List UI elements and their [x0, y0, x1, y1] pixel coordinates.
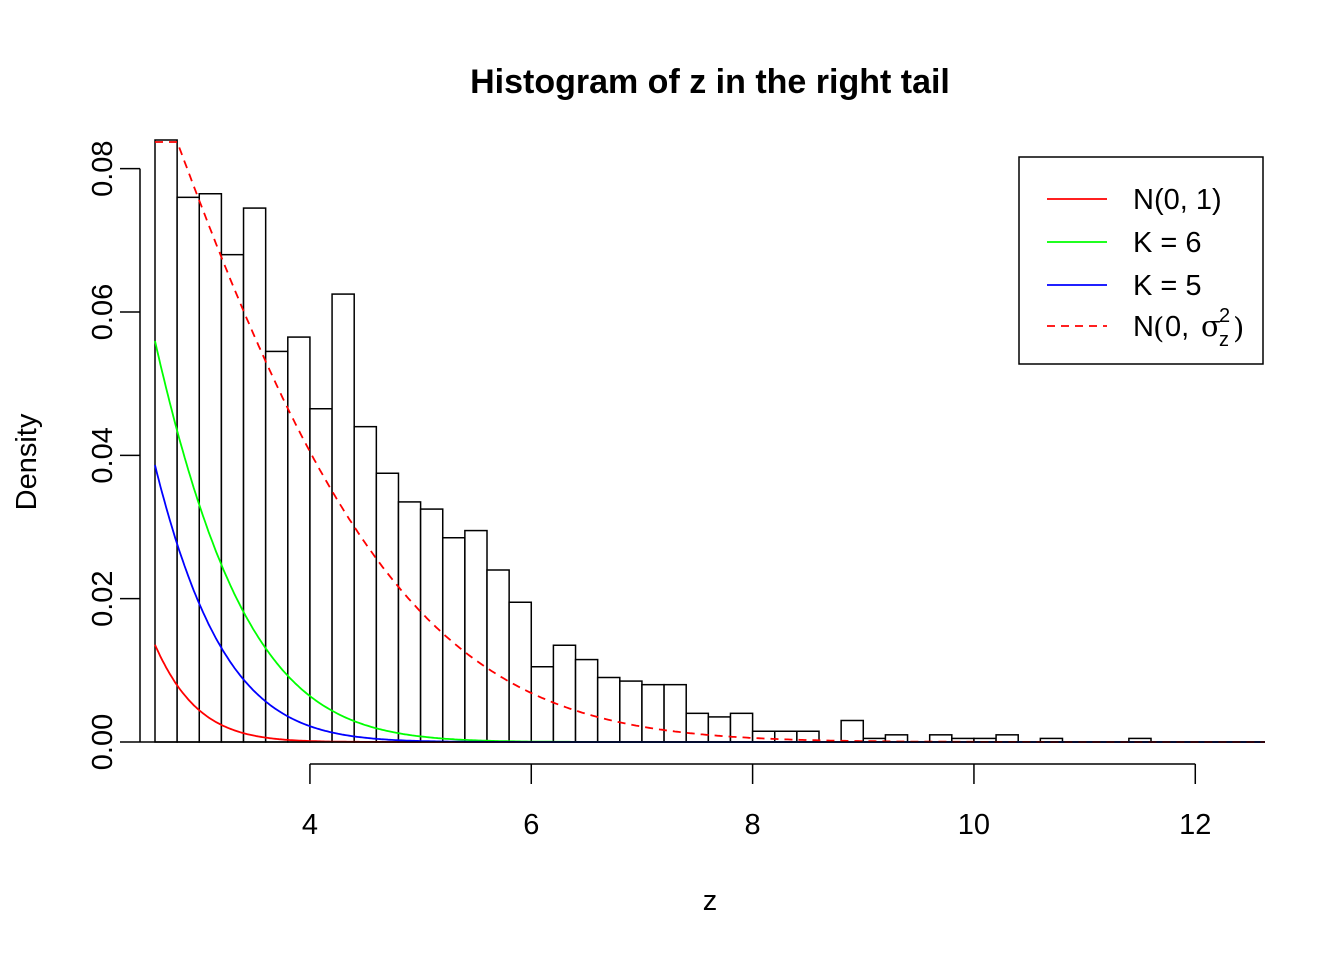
histogram-bar [508, 601, 533, 743]
x-tick-label: 6 [523, 809, 539, 841]
x-axis-label: z [703, 885, 718, 917]
histogram-bar [464, 529, 488, 743]
histogram-bar [441, 537, 466, 743]
legend-sigma-symbol: σ [1201, 309, 1221, 343]
y-tick-label: 0.00 [87, 714, 119, 770]
histogram-bar [353, 425, 378, 743]
histogram-bar [707, 716, 732, 743]
y-tick-label: 0.04 [87, 427, 119, 483]
histogram-bar [641, 683, 665, 743]
histogram-bar [486, 569, 510, 743]
histogram-bar [220, 253, 245, 743]
y-axis-label: Density [11, 413, 43, 510]
histogram-bar [685, 712, 710, 743]
legend-label-k5: K = 5 [1133, 270, 1202, 302]
histogram-bar [995, 734, 1019, 743]
legend-sigma-sub: z [1219, 329, 1229, 351]
histogram-bar [287, 336, 311, 743]
histogram-bar [619, 680, 643, 743]
histogram-bar [773, 730, 798, 743]
y-tick-label: 0.06 [87, 284, 119, 340]
legend-label-n01: N(0, 1) [1133, 184, 1222, 216]
x-tick-label: 10 [958, 809, 990, 841]
legend-label-k6: K = 6 [1133, 227, 1202, 259]
x-tick-label: 4 [302, 809, 318, 841]
legend-sigma-lparen: ( [1153, 311, 1164, 345]
legend: N(0, 1) K = 6 K = 5 N ( 0, σ 2 z ) [1018, 156, 1264, 365]
x-tick-label: 12 [1179, 809, 1211, 841]
legend-box [1018, 156, 1264, 365]
legend-label-sigma: N ( 0, σ 2 z ) [1133, 305, 1244, 351]
y-tick-label: 0.02 [87, 570, 119, 626]
histogram-bar [331, 293, 355, 743]
chart-title: Histogram of z in the right tail [470, 63, 950, 101]
legend-sigma-sup: 2 [1219, 305, 1230, 327]
histogram-bar [751, 730, 776, 743]
legend-sigma-rparen: ) [1233, 311, 1244, 345]
histogram-bar [375, 472, 400, 743]
y-axis: 0.00 0.02 0.04 0.06 0.08 [87, 140, 141, 770]
histogram-bar [242, 207, 267, 743]
histogram-bar [419, 508, 444, 743]
histogram-bar [397, 501, 422, 743]
legend-sigma-zero: 0, [1165, 311, 1189, 343]
x-tick-label: 8 [745, 809, 761, 841]
histogram-bar [574, 658, 599, 743]
histogram-bar [596, 676, 621, 743]
histogram-bar [552, 644, 577, 743]
histogram-bar [530, 666, 555, 743]
histogram-bar [198, 193, 223, 743]
histogram-bars [154, 139, 1152, 743]
histogram-bar [264, 350, 289, 743]
histogram-bar [840, 719, 865, 743]
x-axis: 4 6 8 10 12 [302, 763, 1211, 841]
histogram-bar [663, 683, 687, 743]
legend-sigma-n: N [1133, 311, 1154, 343]
y-tick-label: 0.08 [87, 140, 119, 196]
